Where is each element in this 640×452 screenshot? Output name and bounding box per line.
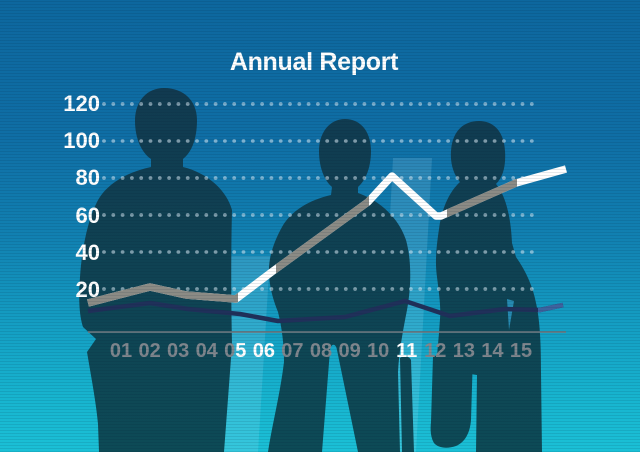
silhouette-woman-arm bbox=[430, 354, 473, 448]
y-tick-label: 120 bbox=[63, 91, 100, 116]
y-tick-label: 100 bbox=[63, 128, 100, 153]
x-tick-label: 11 bbox=[396, 340, 418, 362]
x-tick-label: 09 bbox=[338, 340, 361, 362]
x-tick-label: 02 bbox=[138, 340, 161, 362]
y-tick-label: 80 bbox=[75, 165, 100, 190]
y-tick-label: 20 bbox=[75, 277, 100, 302]
silhouette-woman-leg bbox=[400, 356, 414, 452]
silhouette-man-middle bbox=[268, 119, 411, 452]
chart-title: Annual Report bbox=[229, 48, 399, 76]
x-tick-label: 12 bbox=[424, 340, 447, 362]
x-tick-label: 10 bbox=[366, 340, 390, 362]
x-tick-label: 07 bbox=[281, 340, 304, 362]
y-tick-label: 40 bbox=[75, 240, 100, 265]
x-tick-label: 05 bbox=[224, 340, 247, 362]
x-tick-label: 15 bbox=[509, 340, 533, 362]
x-tick-label: 03 bbox=[166, 340, 190, 362]
x-tick-label: 06 bbox=[252, 340, 276, 362]
x-tick-label: 04 bbox=[195, 340, 218, 362]
y-tick-label: 60 bbox=[75, 203, 100, 228]
x-tick-label: 13 bbox=[452, 340, 476, 362]
silhouettes bbox=[79, 88, 542, 452]
series-lines bbox=[87, 165, 568, 333]
x-tick-label: 01 bbox=[109, 340, 133, 362]
x-tick-label: 08 bbox=[309, 340, 333, 362]
x-tick-label: 14 bbox=[481, 340, 504, 362]
silhouette-man-left bbox=[79, 88, 232, 452]
silhouette-arm-gap bbox=[507, 299, 514, 330]
